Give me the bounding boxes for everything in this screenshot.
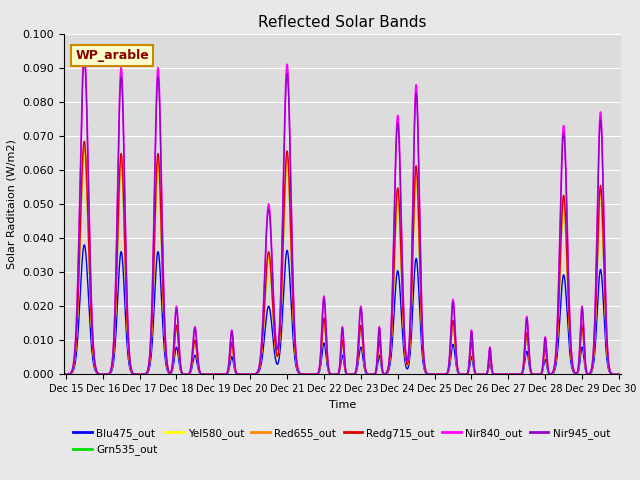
Legend: Blu475_out, Grn535_out, Yel580_out, Red655_out, Redg715_out, Nir840_out, Nir945_: Blu475_out, Grn535_out, Yel580_out, Red6… (69, 424, 614, 459)
X-axis label: Time: Time (329, 400, 356, 409)
Title: Reflected Solar Bands: Reflected Solar Bands (258, 15, 427, 30)
Y-axis label: Solar Raditaion (W/m2): Solar Raditaion (W/m2) (7, 139, 17, 269)
Text: WP_arable: WP_arable (75, 49, 149, 62)
